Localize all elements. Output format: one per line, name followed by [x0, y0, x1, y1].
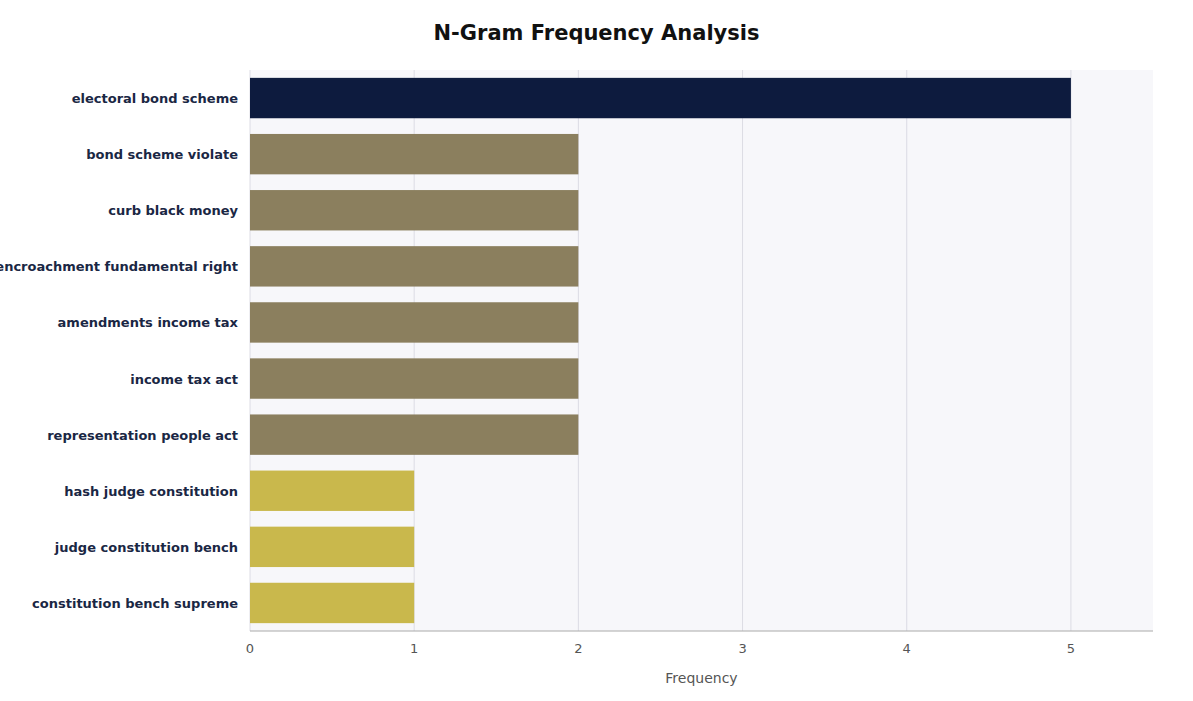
axis-label: Frequency	[665, 670, 737, 686]
category-label: amendments income tax	[58, 315, 239, 330]
bar	[250, 134, 578, 174]
bar	[250, 302, 578, 342]
tick-label: 5	[1067, 641, 1075, 656]
grid-line	[906, 70, 907, 631]
tick-label: 3	[738, 641, 746, 656]
bar	[250, 358, 578, 398]
chart-svg: N-Gram Frequency Analysis 0 1 2 3 4 5 constitut…	[0, 0, 1193, 701]
category-label: judge constitution bench	[54, 540, 238, 555]
grid-line	[742, 70, 743, 631]
category-label: income tax act	[130, 372, 238, 387]
tick-label: 1	[410, 641, 418, 656]
chart-container: N-Gram Frequency Analysis 0 1 2 3 4 5 constitut…	[0, 0, 1193, 701]
bar	[250, 527, 414, 567]
bar	[250, 583, 414, 623]
category-label: representation people act	[47, 428, 238, 443]
x-axis-line	[250, 631, 1153, 632]
grid	[250, 70, 1071, 631]
bar	[250, 246, 578, 286]
category-label: hash judge constitution	[64, 484, 238, 499]
plot-area	[250, 70, 1153, 631]
category-label: bond scheme violate	[86, 147, 238, 162]
category-label: curb black money	[108, 203, 238, 218]
grid-line	[1070, 70, 1071, 631]
bar	[250, 190, 578, 230]
category-label: electoral bond scheme	[72, 91, 238, 106]
category-label: constitution bench supreme	[32, 596, 238, 611]
bar	[250, 471, 414, 511]
tick-label: 0	[246, 641, 254, 656]
tick-label: 2	[574, 641, 582, 656]
category-label: encroachment fundamental right	[0, 259, 238, 274]
bar	[250, 78, 1071, 118]
tick-label: 4	[903, 641, 911, 656]
bar	[250, 414, 578, 454]
bars	[250, 78, 1071, 623]
chart-title: N-Gram Frequency Analysis	[434, 21, 760, 45]
